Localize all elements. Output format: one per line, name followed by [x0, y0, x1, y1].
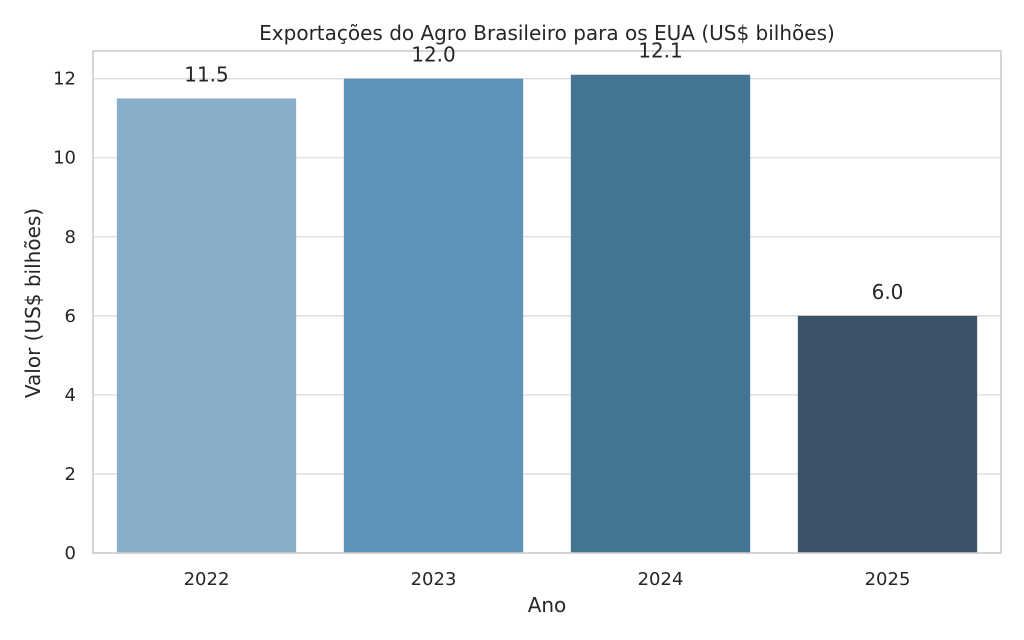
chart-title: Exportações do Agro Brasileiro para os E…: [259, 21, 835, 45]
y-tick-label: 4: [65, 385, 76, 406]
bar-value-label: 6.0: [872, 280, 904, 304]
x-axis-label: Ano: [528, 593, 567, 617]
x-tick-label: 2024: [638, 569, 684, 590]
y-tick-label: 10: [53, 148, 76, 169]
bar-value-label: 11.5: [184, 62, 229, 86]
x-tick-label: 2023: [411, 569, 457, 590]
y-axis-ticks: 0 2 4 6 8 10 12: [53, 69, 76, 564]
y-axis-label: Valor (US$ bilhões): [21, 208, 45, 398]
bar-value-label: 12.0: [411, 43, 456, 67]
bar-2022: [116, 98, 297, 553]
bar-2024: [570, 74, 751, 553]
bar-2023: [343, 78, 524, 554]
bar-value-label: 12.1: [638, 39, 683, 63]
bar-2025: [797, 315, 978, 553]
bars: [116, 74, 978, 554]
y-tick-label: 6: [65, 306, 76, 327]
y-tick-label: 0: [65, 543, 76, 564]
y-tick-label: 2: [65, 464, 76, 485]
bar-value-labels: 11.5 12.0 12.1 6.0: [184, 39, 903, 304]
x-tick-label: 2025: [865, 569, 911, 590]
y-tick-label: 8: [65, 227, 76, 248]
x-tick-label: 2022: [184, 569, 230, 590]
y-tick-label: 12: [53, 69, 76, 90]
plot-frame: [92, 50, 1002, 554]
x-axis-ticks: 2022 2023 2024 2025: [184, 569, 911, 590]
